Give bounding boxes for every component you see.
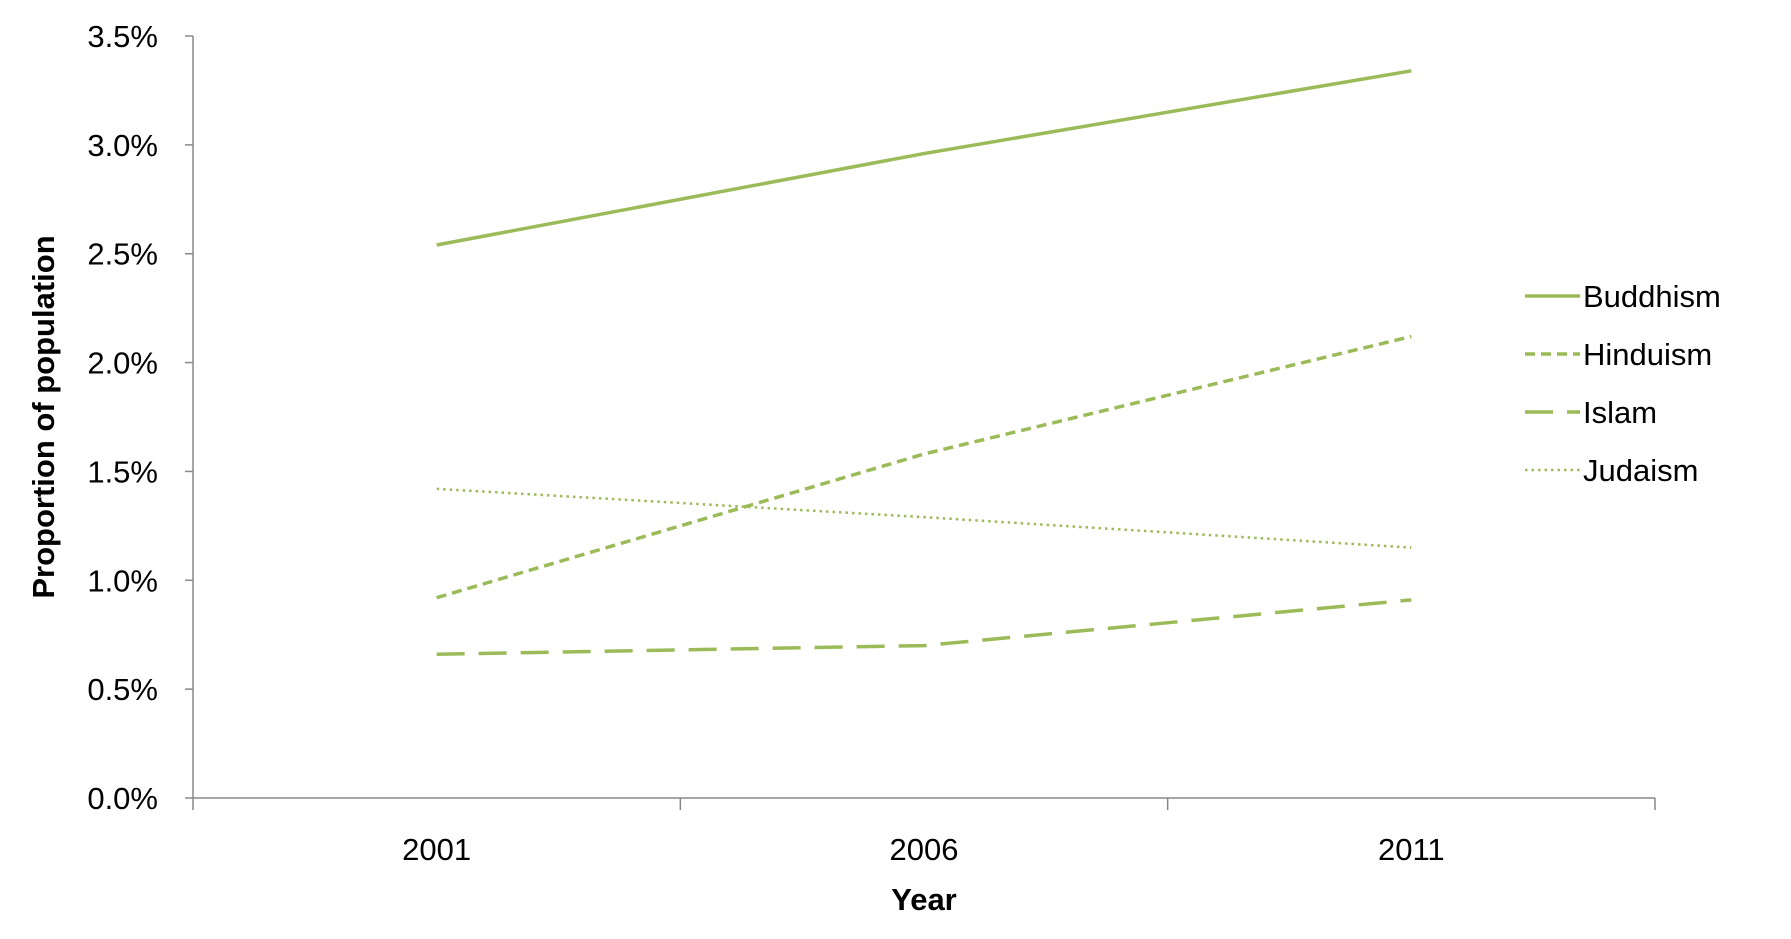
legend-label-judaism: Judaism xyxy=(1583,453,1698,488)
x-tick-label: 2011 xyxy=(1378,832,1445,867)
series-line-hinduism xyxy=(436,334,1412,600)
series-line-islam xyxy=(436,598,1412,657)
y-axis-title: Proportion of population xyxy=(26,235,61,598)
y-tick-label: 3.5% xyxy=(87,19,158,54)
y-tick-label: 3.0% xyxy=(87,128,158,163)
y-tick-label: 2.0% xyxy=(87,346,158,381)
x-tick-label: 2006 xyxy=(890,832,959,867)
y-tick-label: 2.5% xyxy=(87,237,158,272)
legend-label-hinduism: Hinduism xyxy=(1583,337,1712,372)
y-ticks: 0.0% 0.5% 1.0% 1.5% 2.0% 2.5% 3.0% 3.5% xyxy=(87,19,193,816)
x-ticks: 2001 2006 2011 xyxy=(192,798,1656,867)
y-tick-label: 0.5% xyxy=(87,672,158,707)
x-tick-label: 2001 xyxy=(402,832,471,867)
y-tick-label: 1.0% xyxy=(87,563,158,598)
legend: Buddhism Hinduism Islam Judaism xyxy=(1525,279,1721,488)
series-lines xyxy=(436,69,1412,657)
axes xyxy=(192,36,1655,799)
y-tick-label: 1.5% xyxy=(87,454,158,489)
legend-label-buddhism: Buddhism xyxy=(1583,279,1721,314)
series-line-buddhism xyxy=(436,69,1412,247)
y-tick-label: 0.0% xyxy=(87,781,158,816)
legend-label-islam: Islam xyxy=(1583,395,1657,430)
series-line-judaism xyxy=(436,487,1412,549)
x-axis-title: Year xyxy=(891,882,957,917)
